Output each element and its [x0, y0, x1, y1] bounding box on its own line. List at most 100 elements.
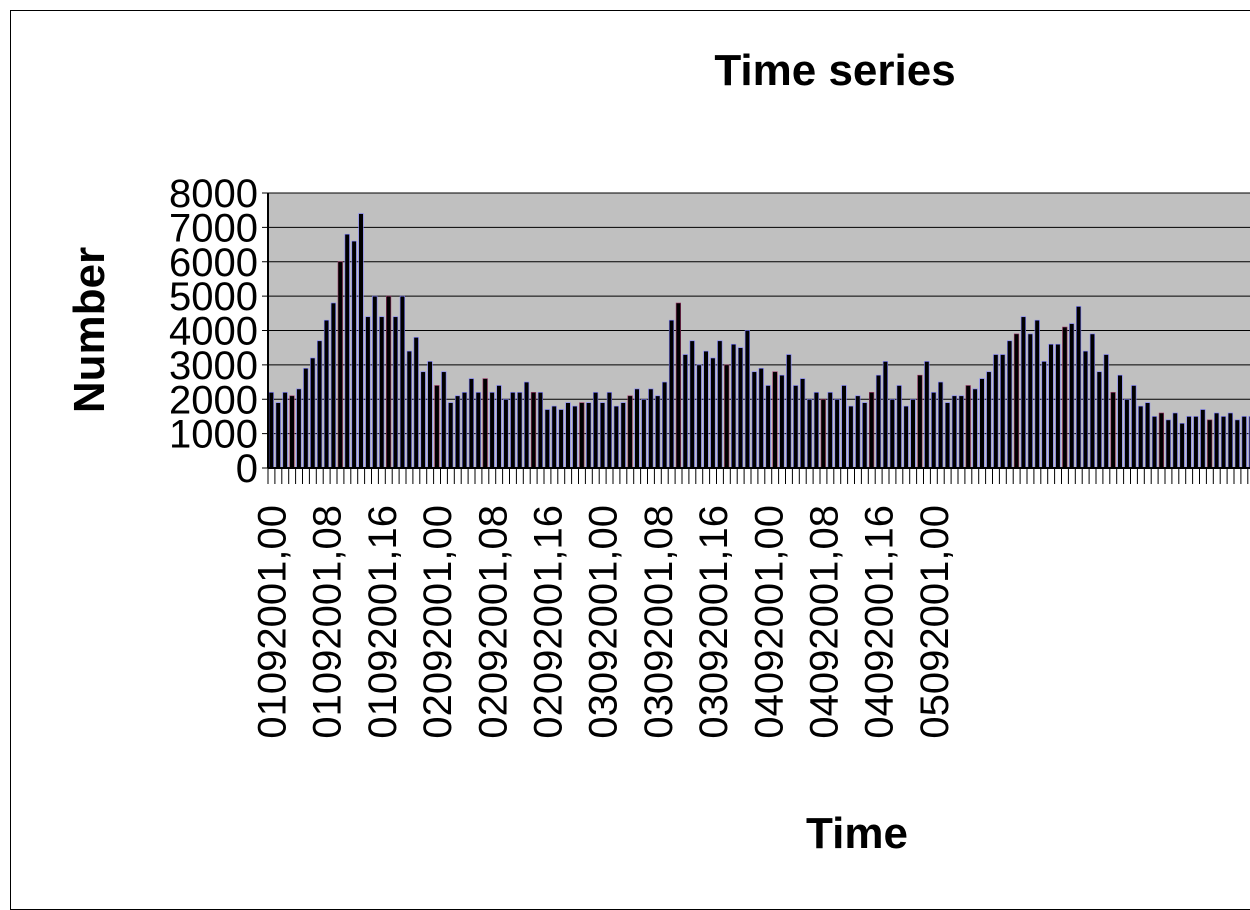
bar: [903, 405, 909, 469]
bar: [958, 395, 964, 469]
bar: [358, 213, 364, 469]
bar: [461, 392, 468, 469]
bars: [268, 213, 1250, 469]
bar: [1076, 306, 1082, 469]
x-axis-title: Time: [806, 809, 908, 858]
bar: [282, 392, 288, 469]
bar: [1020, 316, 1026, 469]
bar: [799, 378, 806, 469]
bar: [544, 409, 550, 469]
bar: [1220, 416, 1227, 469]
bar: [1241, 416, 1247, 469]
bar: [316, 340, 323, 469]
bar: [682, 354, 688, 469]
bar: [765, 385, 771, 469]
bar: [1151, 416, 1158, 469]
y-tick-label: 6000: [169, 241, 258, 285]
bar: [558, 409, 564, 469]
bar: [724, 364, 730, 469]
x-tick-label: 04092001,00: [747, 505, 791, 739]
bar: [1200, 409, 1206, 469]
bar: [931, 392, 937, 469]
bar: [523, 381, 530, 469]
bar: [489, 392, 495, 469]
bar: [889, 398, 895, 469]
bar: [972, 388, 978, 469]
y-tick-label: 4000: [169, 310, 258, 354]
bar: [330, 302, 337, 469]
bar: [1234, 419, 1240, 469]
bar: [1048, 343, 1054, 469]
bar: [482, 378, 488, 469]
bar: [1062, 326, 1068, 469]
bar: [875, 374, 882, 469]
bar: [986, 371, 992, 469]
y-tick-label: 5000: [169, 275, 258, 319]
bar: [310, 357, 316, 469]
bar: [834, 398, 840, 469]
bar: [344, 233, 350, 469]
bar: [551, 405, 557, 469]
bar: [517, 392, 523, 469]
bar: [896, 385, 902, 469]
bar: [1227, 412, 1233, 469]
bar: [406, 350, 412, 469]
bar: [1207, 419, 1213, 469]
bar: [1193, 416, 1199, 469]
bar: [634, 388, 640, 469]
bar: [668, 319, 675, 469]
bar: [1145, 402, 1151, 469]
bar: [965, 385, 971, 469]
bar: [454, 395, 461, 469]
bar: [862, 402, 868, 469]
bar: [979, 378, 985, 469]
bar: [1138, 405, 1144, 469]
bar: [1027, 333, 1033, 469]
bar: [827, 392, 833, 469]
bar: [372, 295, 378, 469]
y-tick-label: 7000: [169, 206, 258, 250]
bar: [993, 354, 999, 469]
bar: [268, 392, 274, 469]
bar: [751, 371, 757, 469]
bar: [648, 388, 654, 469]
bar: [1089, 333, 1095, 469]
bar: [675, 302, 681, 469]
bar: [434, 385, 440, 469]
bar: [1034, 319, 1040, 469]
y-tick-label: 1000: [169, 413, 258, 457]
bar: [468, 378, 475, 469]
bar: [786, 354, 792, 469]
bar: [937, 381, 944, 469]
bar: [1124, 398, 1130, 469]
y-tick-label: 3000: [169, 344, 258, 388]
bar: [1000, 354, 1006, 469]
bar: [779, 374, 785, 469]
bar: [951, 395, 957, 469]
bar: [689, 340, 695, 469]
bar: [606, 392, 612, 469]
bar: [537, 392, 543, 469]
bar: [420, 371, 426, 469]
bar: [441, 371, 447, 469]
bar: [1131, 385, 1137, 469]
bar: [1013, 333, 1020, 469]
bar: [661, 381, 668, 469]
bar: [1172, 412, 1178, 469]
bar: [627, 395, 633, 469]
x-tick-label: 04092001,08: [803, 505, 847, 739]
bar: [1214, 412, 1220, 469]
x-tick-label: 03092001,08: [637, 505, 681, 739]
bar: [882, 361, 888, 469]
bar: [572, 405, 578, 469]
bar: [1069, 323, 1075, 469]
bar: [475, 392, 481, 469]
y-tick-label: 8000: [169, 172, 258, 216]
bar: [641, 398, 647, 469]
bar: [323, 319, 330, 469]
bar: [855, 395, 861, 469]
bar: [806, 398, 813, 469]
bar: [296, 388, 302, 469]
x-tick-label: 03092001,00: [582, 505, 626, 739]
